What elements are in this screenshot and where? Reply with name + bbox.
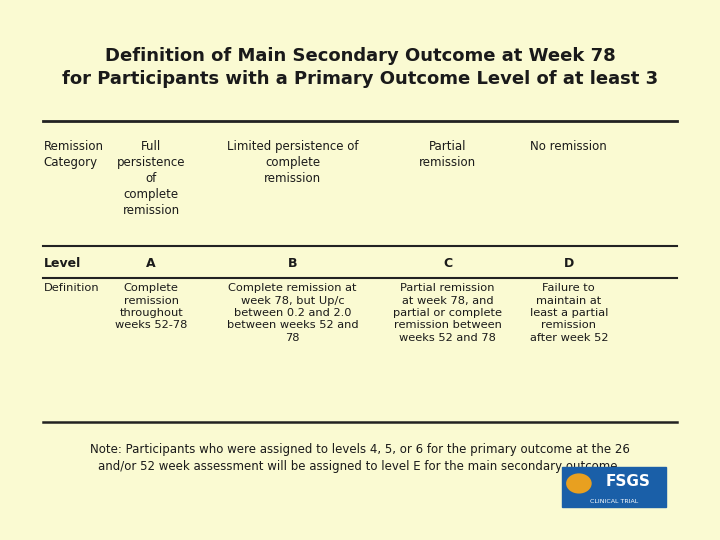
Text: Complete
remission
throughout
weeks 52-78: Complete remission throughout weeks 52-7… [115,284,187,330]
Text: B: B [288,256,297,269]
Text: A: A [146,256,156,269]
Text: Note: Participants who were assigned to levels 4, 5, or 6 for the primary outcom: Note: Participants who were assigned to … [90,443,630,473]
Text: Level: Level [43,256,81,269]
Text: CLINICAL TRIAL: CLINICAL TRIAL [590,498,639,503]
Text: Limited persistence of
complete
remission: Limited persistence of complete remissio… [227,140,359,185]
Text: Definition of Main Secondary Outcome at Week 78
for Participants with a Primary : Definition of Main Secondary Outcome at … [62,46,658,89]
Text: Definition: Definition [43,284,99,293]
Text: C: C [443,256,452,269]
Text: Failure to
maintain at
least a partial
remission
after week 52: Failure to maintain at least a partial r… [529,284,608,343]
Text: Partial
remission: Partial remission [419,140,476,168]
Text: D: D [564,256,574,269]
Text: No remission: No remission [531,140,607,153]
Text: Partial remission
at week 78, and
partial or complete
remission between
weeks 52: Partial remission at week 78, and partia… [393,284,502,343]
FancyBboxPatch shape [562,467,667,507]
Text: Full
persistence
of
complete
remission: Full persistence of complete remission [117,140,186,217]
Circle shape [566,474,592,494]
Text: Remission
Category: Remission Category [43,140,104,168]
Text: Complete remission at
week 78, but Up/c
between 0.2 and 2.0
between weeks 52 and: Complete remission at week 78, but Up/c … [227,284,359,343]
Text: FSGS: FSGS [606,474,650,489]
